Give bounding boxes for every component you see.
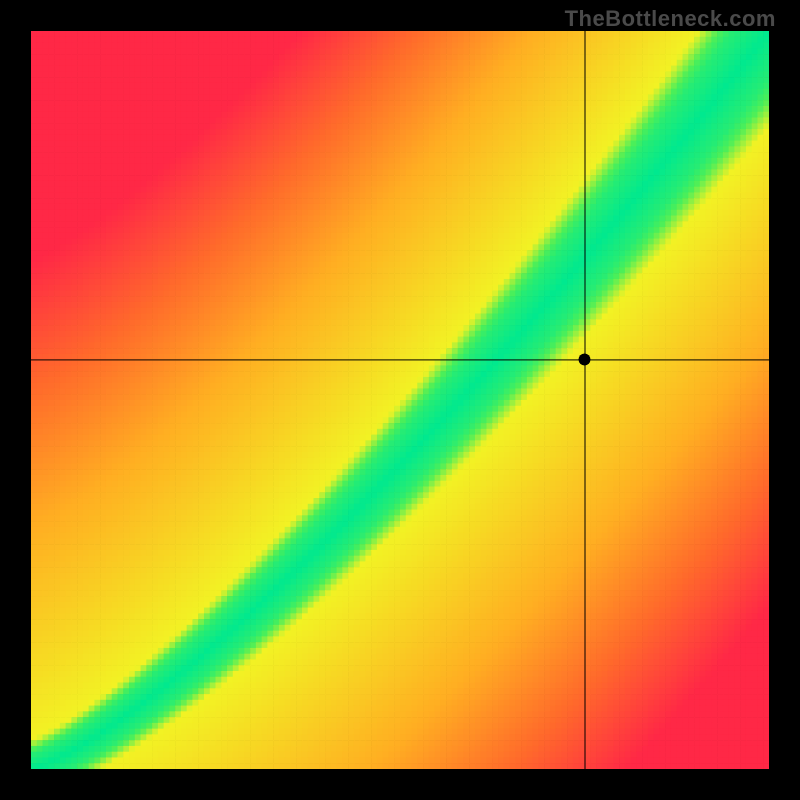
- watermark-text: TheBottleneck.com: [565, 6, 776, 32]
- heatmap-plot: [31, 31, 769, 769]
- heatmap-canvas: [31, 31, 769, 769]
- chart-container: TheBottleneck.com: [0, 0, 800, 800]
